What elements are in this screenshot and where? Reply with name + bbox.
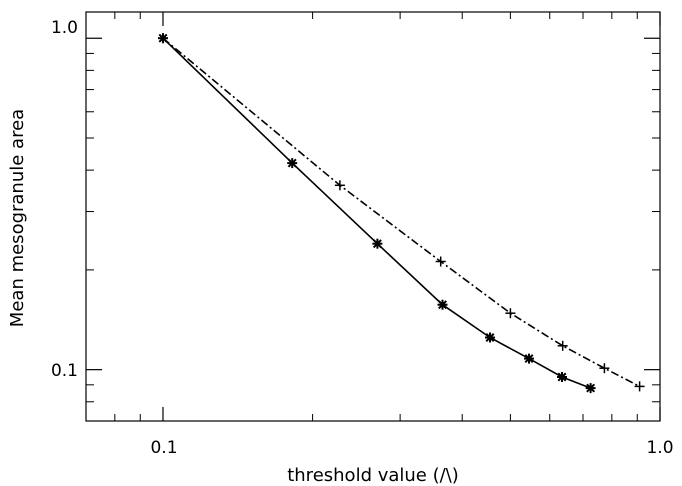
y-axis-label: Mean mesogranule area bbox=[7, 109, 28, 327]
series-1-point bbox=[158, 33, 168, 44]
series-0-line bbox=[162, 37, 591, 389]
marker-stroke bbox=[557, 372, 567, 382]
y-tick-label-1: 1.0 bbox=[51, 18, 78, 38]
series-0-point bbox=[287, 158, 298, 169]
x-axis-label: threshold value (/\) bbox=[287, 465, 459, 486]
series-layer bbox=[158, 33, 645, 394]
series-1-point bbox=[435, 256, 446, 267]
marker-stroke bbox=[287, 158, 297, 168]
major-ticks bbox=[86, 12, 661, 421]
series-0-point bbox=[557, 372, 567, 382]
series-0-point bbox=[437, 299, 448, 310]
series-0-point bbox=[585, 383, 596, 394]
series-0-point bbox=[524, 353, 534, 364]
marker-stroke bbox=[438, 300, 447, 310]
marker-stroke bbox=[524, 354, 534, 364]
marker-stroke bbox=[586, 383, 596, 393]
series-1-point bbox=[334, 180, 345, 191]
series-1-point bbox=[634, 381, 645, 392]
series-1-point bbox=[505, 308, 516, 319]
marker-stroke bbox=[372, 239, 382, 249]
series-1-line bbox=[162, 37, 640, 388]
plot-frame bbox=[85, 11, 661, 422]
series-1-point bbox=[599, 363, 610, 374]
x-tick-label-0: 0.1 bbox=[150, 438, 177, 458]
series-0-point bbox=[485, 332, 495, 343]
marker-stroke bbox=[485, 333, 495, 342]
series-1-point bbox=[557, 340, 568, 351]
y-tick-label-0: 0.1 bbox=[51, 361, 78, 381]
x-tick-label-1: 1.0 bbox=[646, 438, 673, 458]
series-0-point bbox=[372, 238, 383, 249]
minor-ticks bbox=[85, 12, 660, 422]
